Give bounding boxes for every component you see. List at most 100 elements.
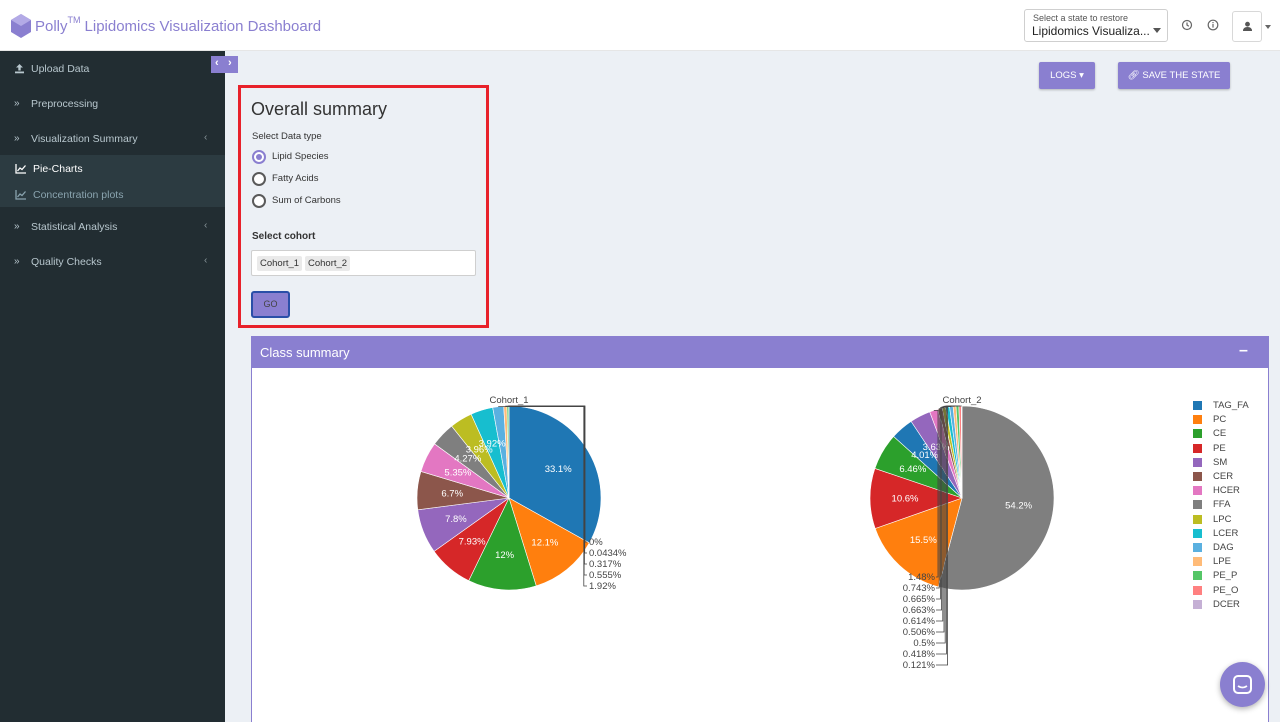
legend-item[interactable]: LCER (1193, 527, 1273, 541)
legend-label: CE (1213, 428, 1227, 440)
legend-swatch (1193, 443, 1202, 453)
chevron-double-right-icon: » (14, 256, 20, 267)
legend-label: CER (1213, 471, 1234, 482)
legend-swatch (1193, 429, 1202, 439)
legend-label: PC (1213, 414, 1227, 426)
sidebar-item-pie-charts[interactable]: Pie-Charts (0, 156, 225, 182)
legend-swatch (1193, 514, 1202, 524)
line-chart-icon (15, 164, 26, 174)
sidebar-item-label: Quality Checks (31, 256, 102, 268)
info-icon[interactable] (1207, 19, 1219, 31)
line-chart-icon (15, 190, 26, 200)
restore-state-value: Lipidomics Visualiza... (1032, 24, 1150, 38)
legend-swatch (1193, 500, 1202, 510)
data-type-label: Select Data type (252, 131, 322, 142)
legend-item[interactable]: CER (1193, 470, 1273, 484)
legend-swatch (1193, 457, 1202, 467)
user-icon (1243, 21, 1252, 31)
legend-item[interactable]: TAG_FA (1193, 399, 1273, 413)
radio-sum-of-carbons[interactable]: Sum of Carbons (252, 193, 372, 209)
cohort-multiselect[interactable]: Cohort_1 Cohort_2 (251, 250, 476, 276)
legend-label: DCER (1213, 598, 1240, 610)
logs-button[interactable]: LOGS ▾ (1039, 62, 1095, 89)
user-menu-button[interactable] (1232, 11, 1262, 42)
legend-label: TAG_FA (1213, 400, 1249, 411)
cohort-chip[interactable]: Cohort_2 (305, 256, 351, 271)
legend-item[interactable]: DCER (1193, 598, 1273, 612)
radio-fatty-acids[interactable]: Fatty Acids (252, 171, 372, 187)
legend-item[interactable]: PE_O (1193, 584, 1273, 598)
legend-swatch (1193, 585, 1202, 595)
chevron-double-right-icon: » (14, 98, 20, 109)
class-summary-header: Class summary – (252, 337, 1268, 368)
go-button[interactable]: GO (251, 291, 290, 318)
legend-item[interactable]: PE_P (1193, 569, 1273, 583)
sidebar-item-visualization-summary[interactable]: » Visualization Summary ‹ (0, 126, 225, 152)
upload-icon (15, 64, 24, 74)
caret-down-icon: ▾ (1079, 70, 1084, 81)
legend-label: FFA (1213, 499, 1231, 511)
legend-label: HCER (1213, 485, 1240, 497)
legend-item[interactable]: HCER (1193, 484, 1273, 498)
class-summary-title: Class summary (260, 345, 350, 360)
chevron-left-icon: ‹ (204, 220, 208, 231)
restore-state-label: Select a state to restore (1033, 13, 1129, 23)
select-cohort-label: Select cohort (252, 231, 316, 242)
legend-swatch (1193, 528, 1202, 538)
top-navbar: PollyTM Lipidomics Visualization Dashboar… (0, 0, 1280, 51)
legend-label: LPE (1213, 556, 1231, 568)
legend-label: PE_P (1213, 570, 1238, 582)
collapse-button[interactable]: – (1239, 342, 1248, 359)
link-icon: 🔗︎ (1127, 70, 1140, 81)
sidebar-item-upload-data[interactable]: Upload Data (0, 56, 225, 82)
save-state-button[interactable]: 🔗︎ SAVE THE STATE (1118, 62, 1230, 89)
radio-lipid-species[interactable]: Lipid Species (252, 149, 372, 165)
overall-summary-title: Overall summary (251, 99, 388, 119)
sidebar-submenu: Pie-Charts Concentration plots (0, 155, 225, 207)
legend-swatch (1193, 486, 1202, 496)
legend-item[interactable]: DAG (1193, 541, 1273, 555)
radio-label: Sum of Carbons (272, 195, 341, 206)
chevron-double-right-icon: » (14, 221, 20, 232)
chat-support-button[interactable] (1220, 662, 1265, 707)
legend-item[interactable]: CE (1193, 427, 1273, 441)
chevron-left-icon: ‹ (204, 132, 208, 143)
sidebar-item-statistical-analysis[interactable]: » Statistical Analysis ‹ (0, 214, 225, 240)
legend-swatch (1193, 599, 1202, 609)
sidebar-toggle-button[interactable]: ‹ › (211, 56, 238, 73)
radio-button[interactable] (252, 194, 266, 208)
polly-logo-icon (11, 14, 31, 38)
user-menu-caret-icon[interactable] (1265, 25, 1271, 29)
chat-icon (1233, 675, 1252, 694)
brand-name: Polly (35, 18, 68, 35)
radio-button-selected[interactable] (252, 150, 266, 164)
radio-label: Fatty Acids (272, 173, 319, 184)
radio-button[interactable] (252, 172, 266, 186)
legend-label: LCER (1213, 527, 1239, 539)
legend-item[interactable]: PE (1193, 442, 1273, 456)
legend-label: LPC (1213, 513, 1232, 525)
legend-label: PE_O (1213, 584, 1239, 596)
chevron-down-icon (1153, 28, 1161, 33)
cohort-chip[interactable]: Cohort_1 (257, 256, 303, 271)
chevron-right-icon: › (228, 57, 232, 69)
legend-item[interactable]: SM (1193, 456, 1273, 470)
legend-item[interactable]: FFA (1193, 498, 1273, 512)
chevron-left-icon: ‹ (215, 57, 219, 69)
overall-summary-panel: Overall summary Select Data type Lipid S… (238, 85, 489, 328)
sidebar-item-label: Statistical Analysis (31, 221, 118, 233)
legend-item[interactable]: LPE (1193, 555, 1273, 569)
history-icon[interactable] (1181, 19, 1193, 31)
chevron-left-icon: ‹ (204, 255, 208, 266)
app-title: PollyTM Lipidomics Visualization Dashboar… (35, 15, 321, 35)
legend-item[interactable]: LPC (1193, 513, 1273, 527)
sidebar-item-label: Preprocessing (31, 98, 99, 110)
sidebar-item-quality-checks[interactable]: » Quality Checks ‹ (0, 249, 225, 275)
sidebar-item-preprocessing[interactable]: » Preprocessing (0, 91, 225, 117)
legend-item[interactable]: PC (1193, 413, 1273, 427)
sidebar-item-label: Visualization Summary (31, 133, 138, 145)
restore-state-select[interactable]: Select a state to restore Lipidomics Vis… (1024, 9, 1168, 42)
logs-label: LOGS (1050, 70, 1077, 81)
legend-swatch (1193, 415, 1202, 425)
sidebar-item-concentration-plots[interactable]: Concentration plots (0, 182, 225, 208)
